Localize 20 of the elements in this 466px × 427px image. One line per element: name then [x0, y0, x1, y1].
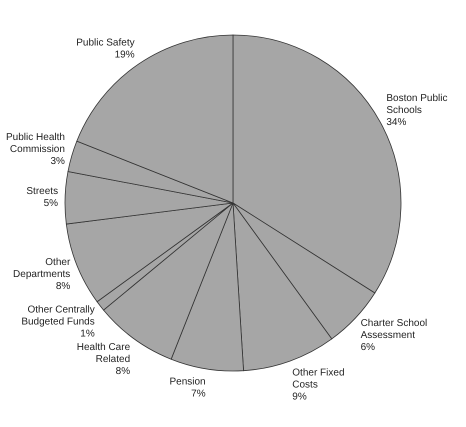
slice-label: Charter School Assessment — [360, 318, 428, 342]
slice-label: Other Departments — [13, 257, 71, 280]
slice-label: Pension — [169, 376, 206, 388]
slice-label: Boston Public Schools — [386, 93, 448, 116]
data-label: 8% — [116, 366, 130, 378]
data-label: 7% — [191, 388, 206, 400]
slice-label: Public Health Commission — [6, 132, 65, 156]
data-label: 19% — [114, 49, 135, 60]
data-label: 8% — [56, 281, 70, 292]
data-label: 3% — [50, 156, 66, 168]
data-label: 34% — [386, 117, 406, 128]
data-label: 5% — [44, 198, 58, 210]
data-label: 1% — [80, 328, 95, 340]
slice-label: Other Fixed Costs — [292, 368, 345, 391]
data-label: 9% — [292, 392, 307, 403]
slice-label: Public Safety — [76, 37, 135, 48]
data-label: 6% — [360, 342, 376, 354]
slice-label: Other Centrally Budgeted Funds — [21, 304, 95, 328]
slice-label: Streets — [26, 186, 58, 198]
slice-label: Health Care Related — [76, 342, 131, 366]
